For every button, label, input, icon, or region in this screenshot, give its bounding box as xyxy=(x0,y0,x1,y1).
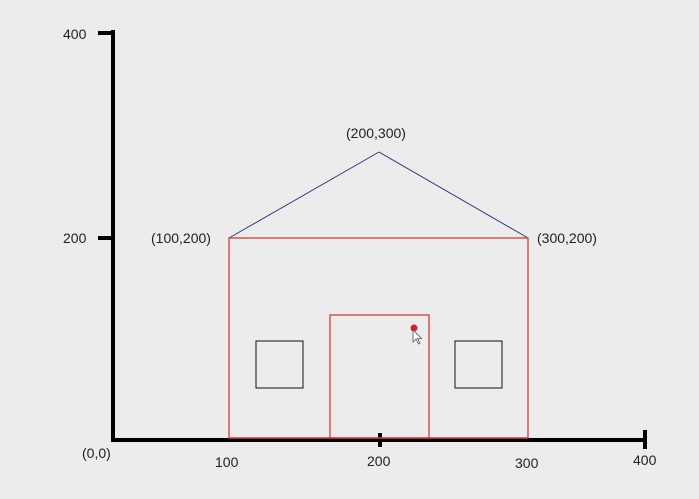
right-point-label: (300,200) xyxy=(537,230,597,246)
roof-left-edge xyxy=(228,151,380,239)
y-tick-label-200: 200 xyxy=(63,230,87,246)
window-right xyxy=(454,340,503,389)
x-tick-label-300: 300 xyxy=(515,455,539,471)
x-tick-label-400: 400 xyxy=(633,452,657,468)
apex-point-label: (200,300) xyxy=(346,125,406,141)
house-body xyxy=(228,237,529,439)
y-tick-label-400: 400 xyxy=(63,26,87,42)
window-left xyxy=(255,340,304,389)
x-tick-label-200: 200 xyxy=(367,453,391,469)
mouse-cursor-icon xyxy=(412,329,423,345)
door xyxy=(329,314,430,439)
left-point-label: (100,200) xyxy=(151,230,211,246)
origin-label: (0,0) xyxy=(82,445,111,461)
door-knob-dot xyxy=(410,324,418,332)
roof-right-edge xyxy=(378,151,529,239)
x-tick-label-100: 100 xyxy=(215,454,239,470)
